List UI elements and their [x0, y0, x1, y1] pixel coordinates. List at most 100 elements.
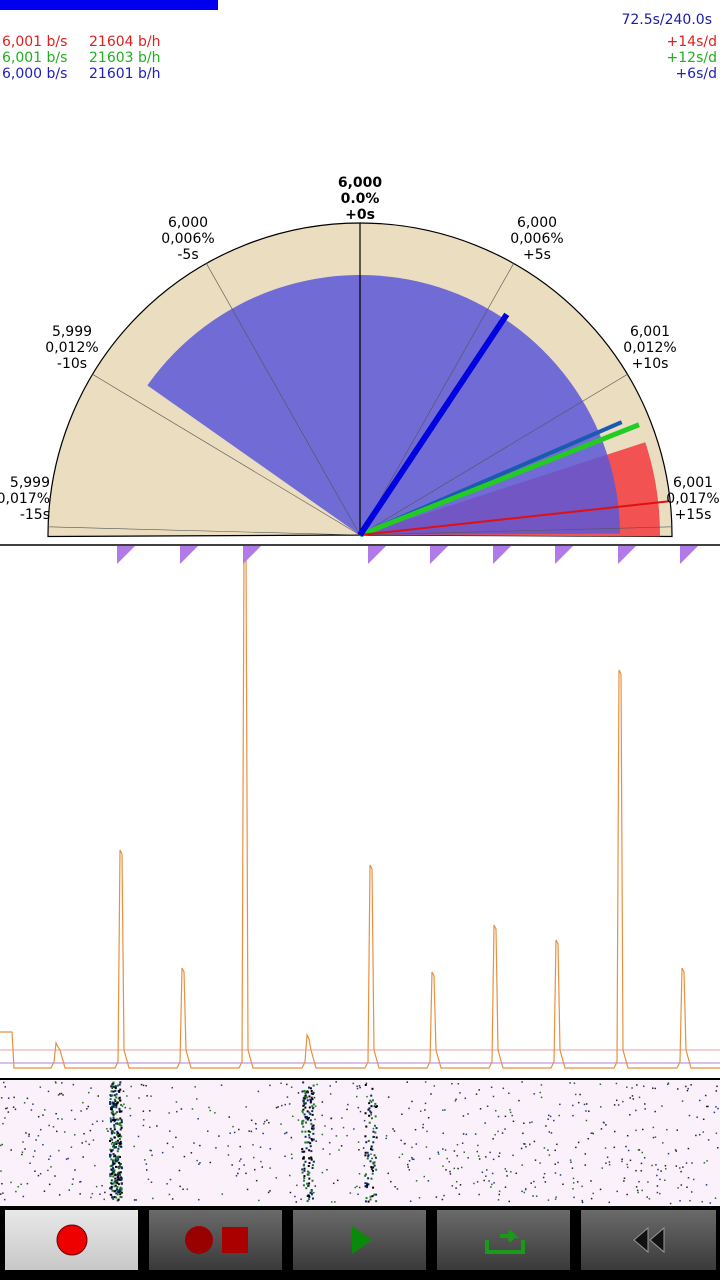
noise-dot [269, 1084, 271, 1087]
beat-streak [304, 1106, 307, 1109]
noise-dot [554, 1198, 557, 1200]
beat-streak [367, 1200, 370, 1203]
beat-streak [367, 1140, 370, 1143]
noise-dot [313, 1096, 316, 1099]
beat-streak [368, 1107, 371, 1110]
beat-streak [120, 1145, 123, 1148]
beat-streak [304, 1094, 307, 1097]
beat-marker [180, 546, 198, 564]
noise-dot [641, 1189, 643, 1192]
noise-dot [92, 1139, 95, 1141]
noise-dot [685, 1162, 688, 1164]
loop-button[interactable] [437, 1210, 570, 1270]
noise-dot [94, 1164, 96, 1167]
noise-dot [37, 1135, 40, 1137]
beat-streak [117, 1142, 120, 1145]
beat-streak [302, 1150, 305, 1153]
beat-streak [307, 1173, 310, 1176]
noise-dot [3, 1198, 6, 1201]
noise-dot [357, 1193, 359, 1196]
noise-dot [26, 1182, 29, 1185]
noise-dot [585, 1119, 588, 1122]
noise-dot [687, 1087, 689, 1090]
record-button[interactable] [5, 1210, 138, 1270]
dial-label-percent: 0,012% [623, 340, 676, 356]
rewind-button[interactable] [581, 1210, 716, 1270]
noise-dot [145, 1163, 148, 1165]
button-bg[interactable] [149, 1210, 282, 1270]
record-icon[interactable] [185, 1226, 213, 1254]
noise-dot [58, 1093, 61, 1095]
beat-streak [112, 1170, 115, 1173]
noise-dot [572, 1104, 574, 1107]
noise-dot [502, 1087, 505, 1090]
button-bg[interactable] [437, 1210, 570, 1270]
noise-dot [133, 1199, 136, 1201]
noise-dot [571, 1167, 574, 1169]
noise-dot [67, 1157, 69, 1160]
loop-icon[interactable] [485, 1229, 525, 1254]
noise-dot [175, 1136, 177, 1139]
noise-dot [171, 1087, 173, 1089]
beat-streak [311, 1107, 314, 1110]
noise-dot [491, 1172, 494, 1175]
beat-streak [117, 1198, 120, 1201]
beat-streak [116, 1102, 119, 1105]
record-stop-button[interactable] [149, 1210, 282, 1270]
rewind-icon[interactable] [633, 1226, 665, 1254]
noise-dot [42, 1143, 44, 1146]
play-button[interactable] [293, 1210, 426, 1270]
noise-dot [39, 1128, 42, 1131]
beat-streak [372, 1130, 375, 1133]
noise-dot [554, 1172, 557, 1174]
noise-dot [686, 1186, 688, 1189]
play-icon[interactable] [352, 1226, 372, 1254]
beat-streak [364, 1173, 367, 1176]
noise-dot [233, 1131, 236, 1134]
noise-dot [591, 1132, 594, 1134]
noise-dot [5, 1107, 7, 1110]
beat-streak [371, 1195, 374, 1198]
noise-dot [314, 1105, 317, 1107]
beat-streak [112, 1182, 115, 1185]
noise-dot [512, 1154, 514, 1157]
beat-streak [302, 1156, 305, 1159]
noise-dot [705, 1184, 708, 1186]
record-icon[interactable] [56, 1224, 88, 1256]
noise-dot [444, 1109, 446, 1111]
noise-dot [68, 1189, 71, 1191]
stop-icon[interactable] [222, 1227, 248, 1253]
noise-dot [590, 1132, 593, 1134]
noise-dot [666, 1128, 668, 1131]
beat-streak [110, 1120, 113, 1123]
beat-streak [375, 1200, 378, 1203]
noise-dot [600, 1106, 602, 1108]
noise-dot [260, 1160, 262, 1163]
noise-dot [215, 1147, 217, 1149]
noise-dot [290, 1086, 293, 1088]
noise-dot [182, 1188, 184, 1191]
noise-dot [534, 1159, 537, 1161]
noise-dot [95, 1185, 98, 1188]
noise-dot [497, 1115, 500, 1118]
noise-dot [616, 1190, 618, 1193]
beat-streak [306, 1110, 309, 1113]
beat-streak [309, 1191, 312, 1194]
beat-streak [310, 1090, 313, 1093]
noise-dot [14, 1108, 17, 1111]
noise-dot [717, 1107, 719, 1110]
beat-streak [301, 1110, 304, 1113]
beat-streak [110, 1185, 113, 1188]
beat-streak [375, 1136, 378, 1139]
noise-dot [476, 1150, 479, 1153]
noise-dot [58, 1194, 61, 1196]
noise-dot [110, 1143, 113, 1145]
noise-dot [557, 1161, 559, 1164]
noise-dot [237, 1172, 239, 1175]
beat-streak [118, 1156, 121, 1159]
noise-dot [329, 1085, 331, 1087]
noise-dot [332, 1182, 335, 1185]
noise-dot [400, 1139, 402, 1142]
noise-dot [706, 1105, 708, 1108]
noise-dot [109, 1117, 112, 1119]
